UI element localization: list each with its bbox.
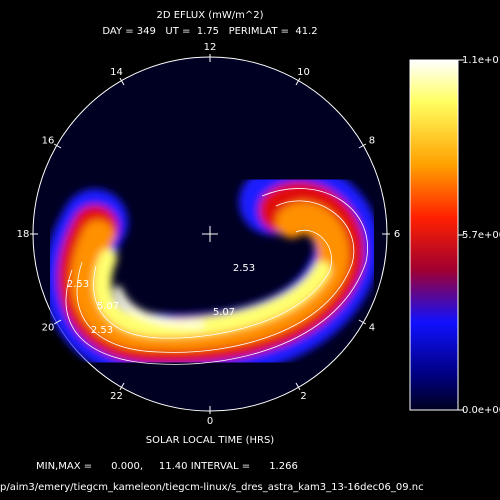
hour-label: 6 xyxy=(394,229,400,240)
contour-label: 2.53 xyxy=(91,325,113,336)
hour-tick xyxy=(53,319,62,325)
hour-label: 0 xyxy=(207,416,213,427)
hour-tick xyxy=(119,382,125,391)
hour-label: 16 xyxy=(42,136,55,147)
hour-label: 10 xyxy=(297,67,310,78)
hour-tick xyxy=(358,143,367,149)
chart-title: 2D EFLUX (mW/m^2) xyxy=(156,10,263,21)
hour-tick xyxy=(358,319,367,325)
file-path: p/aim3/emery/tiegcm_kameleon/tiegcm-linu… xyxy=(0,482,424,493)
hour-label: 4 xyxy=(369,323,375,334)
footer-stats: MIN,MAX = 0.000, 11.40 INTERVAL = 1.266 xyxy=(36,461,298,472)
colorbar-tick-label: 5.7e+00 xyxy=(462,230,500,241)
hour-tick xyxy=(53,143,62,149)
contour-lines xyxy=(65,188,368,365)
contour-label: 2.53 xyxy=(67,279,89,290)
hour-tick xyxy=(119,77,125,86)
contour-label: 5.07 xyxy=(97,301,119,312)
hour-tick xyxy=(295,77,301,86)
contour-label: 2.53 xyxy=(233,263,255,274)
hour-label: 18 xyxy=(17,229,30,240)
contour-label: 5.07 xyxy=(213,307,235,318)
colorbar xyxy=(409,59,459,411)
hour-label: 2 xyxy=(300,391,306,402)
hour-label: 12 xyxy=(204,42,217,53)
hour-label: 8 xyxy=(369,136,375,147)
colorbar-tick-label: 0.0e+00 xyxy=(462,405,500,416)
x-axis-label: SOLAR LOCAL TIME (HRS) xyxy=(146,435,275,446)
hour-label: 22 xyxy=(110,391,123,402)
chart-subtitle: DAY = 349 UT = 1.75 PERIMLAT = 41.2 xyxy=(102,26,317,37)
colorbar-tick-label: 1.1e+01 xyxy=(462,55,500,66)
hour-tick xyxy=(295,382,301,391)
hour-label: 20 xyxy=(42,323,55,334)
hour-label: 14 xyxy=(110,67,123,78)
